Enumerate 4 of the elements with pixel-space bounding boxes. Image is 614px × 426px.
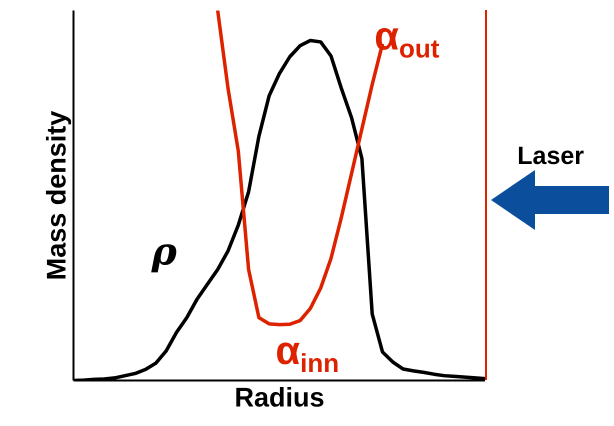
y-axis-title: Mass density <box>42 110 72 280</box>
text: Laser <box>517 142 584 171</box>
x-axis-title: Radius <box>234 382 325 412</box>
annotation: ρ <box>150 228 178 274</box>
